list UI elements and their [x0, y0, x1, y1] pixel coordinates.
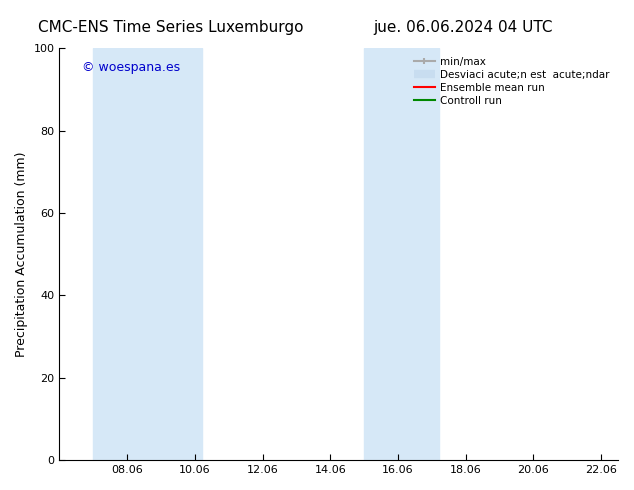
- Text: © woespana.es: © woespana.es: [82, 61, 180, 74]
- Y-axis label: Precipitation Accumulation (mm): Precipitation Accumulation (mm): [15, 151, 28, 357]
- Legend: min/max, Desviaci acute;n est  acute;ndar, Ensemble mean run, Controll run: min/max, Desviaci acute;n est acute;ndar…: [411, 53, 612, 109]
- Bar: [364, 49, 439, 460]
- Bar: [93, 49, 202, 460]
- Text: jue. 06.06.2024 04 UTC: jue. 06.06.2024 04 UTC: [373, 20, 553, 35]
- Text: CMC-ENS Time Series Luxemburgo: CMC-ENS Time Series Luxemburgo: [39, 20, 304, 35]
